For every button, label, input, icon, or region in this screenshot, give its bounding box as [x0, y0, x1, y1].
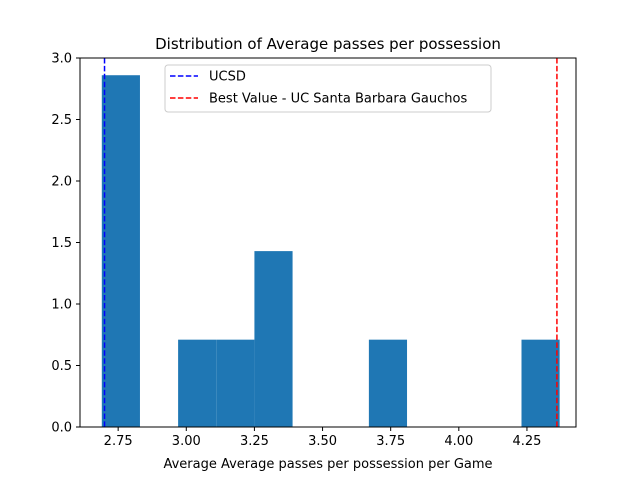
histogram-bar [254, 251, 293, 427]
x-tick-label: 4.00 [444, 434, 473, 449]
y-axis: 0.0 0.5 1.0 1.5 2.0 2.5 3.0 [51, 52, 80, 436]
y-tick-label: 2.0 [51, 175, 72, 190]
x-tick-label: 3.50 [308, 434, 337, 449]
histogram-bar [101, 75, 140, 427]
reference-lines-layer [103, 58, 558, 427]
chart-title: Distribution of Average passes per posse… [155, 35, 501, 53]
y-tick-label: 0.0 [51, 421, 72, 436]
x-tick-label: 3.75 [376, 434, 405, 449]
legend: UCSD Best Value - UC Santa Barbara Gauch… [164, 64, 492, 113]
histogram-bar [368, 339, 408, 427]
legend-ucsd-label: UCSD [209, 70, 246, 85]
y-tick-label: 0.5 [51, 359, 72, 374]
histogram-bar [178, 339, 217, 427]
legend-best-value-label: Best Value - UC Santa Barbara Gauchos [209, 92, 467, 107]
y-tick-label: 2.5 [51, 113, 72, 128]
x-tick-label: 2.75 [104, 434, 133, 449]
x-axis-label: Average Average passes per possession pe… [163, 457, 492, 472]
y-tick-label: 3.0 [51, 52, 72, 67]
histogram-bar [521, 339, 560, 427]
x-axis: 2.75 3.00 3.25 3.50 3.75 4.00 4.25 [104, 427, 541, 449]
y-tick-label: 1.0 [51, 298, 72, 313]
x-tick-label: 3.25 [240, 434, 269, 449]
legend-box [164, 64, 492, 113]
bars-layer [101, 75, 560, 427]
y-tick-label: 1.5 [51, 236, 72, 251]
histogram-bar [216, 339, 255, 427]
x-tick-label: 3.00 [172, 434, 201, 449]
x-tick-label: 4.25 [512, 434, 541, 449]
